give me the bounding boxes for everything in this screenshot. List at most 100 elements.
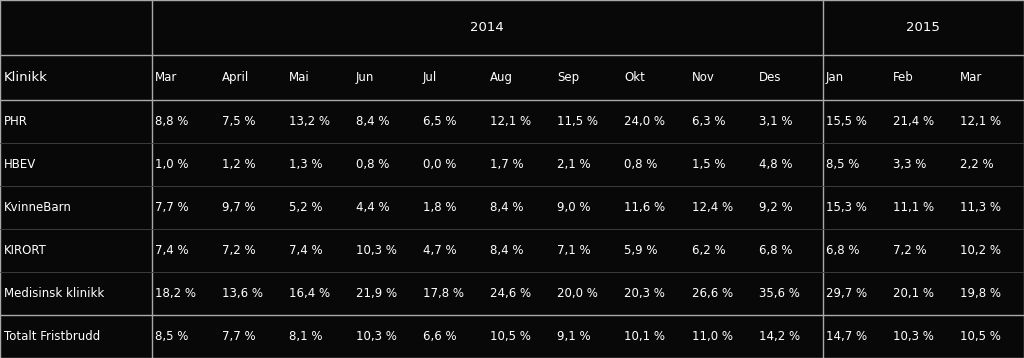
Text: 7,4 %: 7,4 % [289, 244, 323, 257]
Text: 14,2 %: 14,2 % [759, 330, 800, 343]
Text: 0,8 %: 0,8 % [625, 158, 657, 171]
Text: 2,1 %: 2,1 % [557, 158, 591, 171]
Text: 1,7 %: 1,7 % [490, 158, 524, 171]
Text: 35,6 %: 35,6 % [759, 287, 800, 300]
Text: 20,1 %: 20,1 % [893, 287, 934, 300]
Text: 24,0 %: 24,0 % [625, 115, 666, 128]
Text: 10,3 %: 10,3 % [356, 244, 397, 257]
Text: 7,2 %: 7,2 % [222, 244, 255, 257]
Text: 8,1 %: 8,1 % [289, 330, 323, 343]
Text: KvinneBarn: KvinneBarn [4, 201, 72, 214]
Text: 13,2 %: 13,2 % [289, 115, 330, 128]
Text: 15,5 %: 15,5 % [825, 115, 866, 128]
Text: 13,6 %: 13,6 % [222, 287, 263, 300]
Text: 5,2 %: 5,2 % [289, 201, 323, 214]
Text: 20,0 %: 20,0 % [557, 287, 598, 300]
Text: 6,8 %: 6,8 % [825, 244, 859, 257]
Text: Feb: Feb [893, 71, 913, 84]
Text: 0,0 %: 0,0 % [423, 158, 457, 171]
Text: 10,3 %: 10,3 % [356, 330, 397, 343]
Text: 21,4 %: 21,4 % [893, 115, 934, 128]
Text: 3,3 %: 3,3 % [893, 158, 927, 171]
Text: 7,1 %: 7,1 % [557, 244, 591, 257]
Text: Des: Des [759, 71, 781, 84]
Text: 2,2 %: 2,2 % [959, 158, 993, 171]
Text: 11,1 %: 11,1 % [893, 201, 934, 214]
Text: 8,4 %: 8,4 % [490, 244, 523, 257]
Text: 10,3 %: 10,3 % [893, 330, 934, 343]
Text: Nov: Nov [691, 71, 715, 84]
Text: 16,4 %: 16,4 % [289, 287, 330, 300]
Text: Jul: Jul [423, 71, 437, 84]
Text: 12,1 %: 12,1 % [490, 115, 531, 128]
Text: 8,4 %: 8,4 % [490, 201, 523, 214]
Text: 10,5 %: 10,5 % [959, 330, 1000, 343]
Text: 1,2 %: 1,2 % [222, 158, 255, 171]
Text: 10,5 %: 10,5 % [490, 330, 531, 343]
Text: 8,5 %: 8,5 % [155, 330, 188, 343]
Text: 19,8 %: 19,8 % [959, 287, 1001, 300]
Text: 6,3 %: 6,3 % [691, 115, 725, 128]
Text: 9,0 %: 9,0 % [557, 201, 591, 214]
Text: 6,2 %: 6,2 % [691, 244, 725, 257]
Text: Mar: Mar [155, 71, 177, 84]
Text: 9,7 %: 9,7 % [222, 201, 255, 214]
Text: 1,5 %: 1,5 % [691, 158, 725, 171]
Text: 3,1 %: 3,1 % [759, 115, 793, 128]
Text: 14,7 %: 14,7 % [825, 330, 867, 343]
Text: 7,7 %: 7,7 % [155, 201, 188, 214]
Text: KIRORT: KIRORT [4, 244, 47, 257]
Text: 10,1 %: 10,1 % [625, 330, 666, 343]
Text: 11,5 %: 11,5 % [557, 115, 598, 128]
Text: Klinikk: Klinikk [4, 71, 48, 84]
Text: 11,0 %: 11,0 % [691, 330, 732, 343]
Text: 29,7 %: 29,7 % [825, 287, 867, 300]
Text: HBEV: HBEV [4, 158, 36, 171]
Text: 0,8 %: 0,8 % [356, 158, 389, 171]
Text: Totalt Fristbrudd: Totalt Fristbrudd [4, 330, 100, 343]
Text: 17,8 %: 17,8 % [423, 287, 464, 300]
Text: 4,8 %: 4,8 % [759, 158, 793, 171]
Text: 24,6 %: 24,6 % [490, 287, 531, 300]
Text: 8,4 %: 8,4 % [356, 115, 389, 128]
Text: 11,6 %: 11,6 % [625, 201, 666, 214]
Text: 12,4 %: 12,4 % [691, 201, 732, 214]
Text: Jun: Jun [356, 71, 375, 84]
Text: 7,5 %: 7,5 % [222, 115, 255, 128]
Text: 2015: 2015 [906, 21, 940, 34]
Text: Sep: Sep [557, 71, 580, 84]
Text: PHR: PHR [4, 115, 28, 128]
Text: 12,1 %: 12,1 % [959, 115, 1001, 128]
Text: 9,1 %: 9,1 % [557, 330, 591, 343]
Text: 11,3 %: 11,3 % [959, 201, 1001, 214]
Text: 10,2 %: 10,2 % [959, 244, 1001, 257]
Text: 8,5 %: 8,5 % [825, 158, 859, 171]
Text: 1,8 %: 1,8 % [423, 201, 457, 214]
Text: 5,9 %: 5,9 % [625, 244, 657, 257]
Text: Medisinsk klinikk: Medisinsk klinikk [4, 287, 104, 300]
Text: 18,2 %: 18,2 % [155, 287, 196, 300]
Text: 21,9 %: 21,9 % [356, 287, 397, 300]
Text: 9,2 %: 9,2 % [759, 201, 793, 214]
Text: 26,6 %: 26,6 % [691, 287, 732, 300]
Text: 4,4 %: 4,4 % [356, 201, 389, 214]
Text: Jan: Jan [825, 71, 844, 84]
Text: 4,7 %: 4,7 % [423, 244, 457, 257]
Text: Okt: Okt [625, 71, 645, 84]
Text: 6,5 %: 6,5 % [423, 115, 457, 128]
Text: 1,0 %: 1,0 % [155, 158, 188, 171]
Text: 7,2 %: 7,2 % [893, 244, 927, 257]
Text: Mai: Mai [289, 71, 309, 84]
Text: 7,7 %: 7,7 % [222, 330, 255, 343]
Text: 1,3 %: 1,3 % [289, 158, 323, 171]
Text: 20,3 %: 20,3 % [625, 287, 666, 300]
Text: 6,8 %: 6,8 % [759, 244, 793, 257]
Text: 6,6 %: 6,6 % [423, 330, 457, 343]
Text: 15,3 %: 15,3 % [825, 201, 866, 214]
Text: Aug: Aug [490, 71, 513, 84]
Text: 7,4 %: 7,4 % [155, 244, 188, 257]
Text: 8,8 %: 8,8 % [155, 115, 188, 128]
Text: 2014: 2014 [470, 21, 504, 34]
Text: Mar: Mar [959, 71, 982, 84]
Text: April: April [222, 71, 249, 84]
